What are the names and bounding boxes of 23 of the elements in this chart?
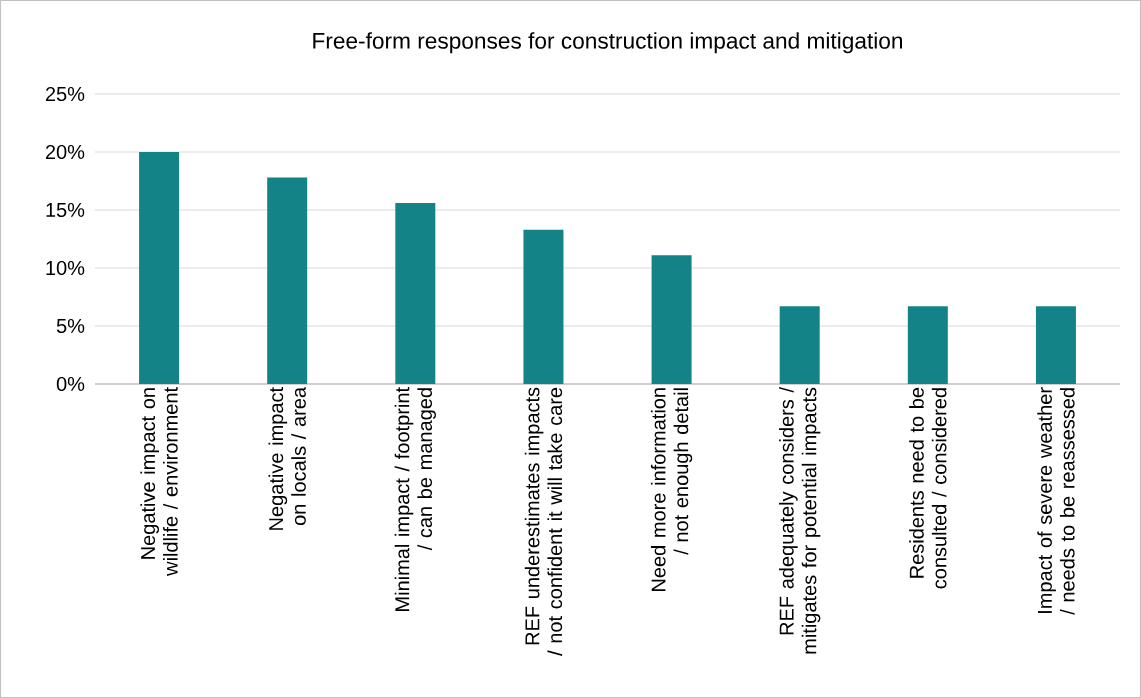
- y-tick-label: 25%: [45, 86, 85, 102]
- bar: [395, 203, 436, 384]
- y-tick-label: 10%: [46, 260, 85, 276]
- chart-title: Free-form responses for construction impact and mitigation: [313, 32, 902, 54]
- x-tick-label: REF underestimates impacts / not confident it will take care: [524, 387, 563, 656]
- bar: [1035, 306, 1076, 384]
- x-tick-label: Negative impact on locals / area: [268, 386, 306, 530]
- bar: [907, 306, 948, 384]
- x-tick-label: Minimal impact / footprint / can be managed: [394, 387, 436, 611]
- x-tick-label: Impact of severe weather / needs to be reassessed: [1037, 387, 1075, 615]
- x-tick-label: Residents need to be consulted / considered: [909, 387, 947, 589]
- y-tick-label: 5%: [56, 318, 85, 334]
- bar: [267, 177, 308, 384]
- y-tick-label: 0%: [56, 376, 85, 392]
- y-tick-label: 15%: [46, 202, 85, 218]
- bar: [651, 255, 692, 384]
- x-tick-label: Need more information / not enough detail: [650, 388, 693, 591]
- bar: [779, 306, 820, 384]
- y-tick-label: 20%: [45, 144, 85, 160]
- x-tick-label: REF adequately considers / mitigates for potential impacts: [779, 386, 821, 654]
- x-tick-label: Negative impact on wildlife / environment: [140, 387, 178, 576]
- bar: [139, 151, 180, 384]
- bar: [523, 229, 564, 384]
